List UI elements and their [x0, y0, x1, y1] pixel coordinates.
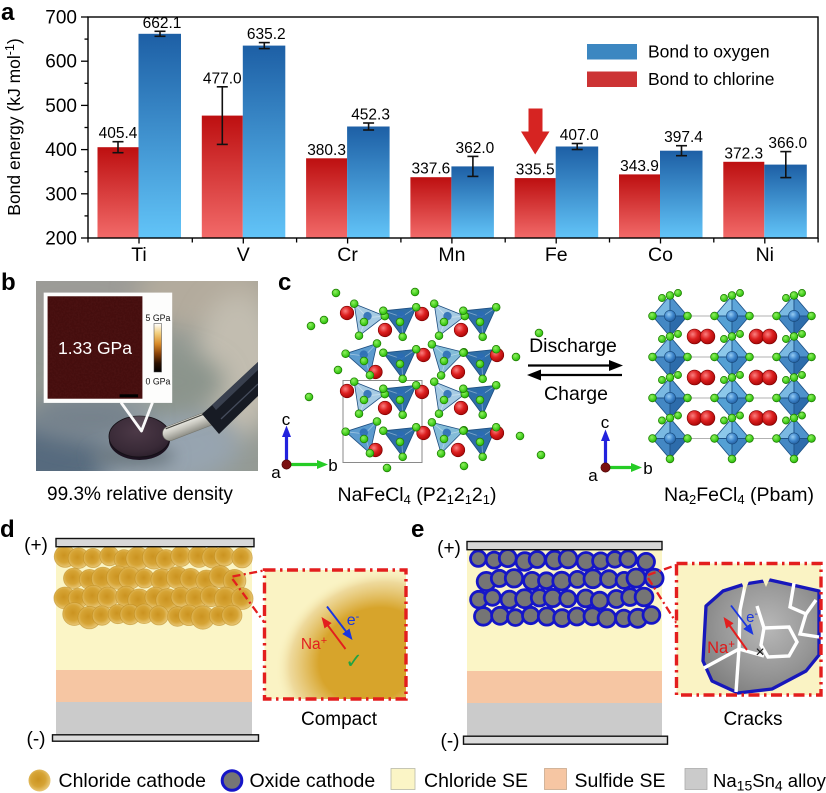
svg-text:c: c	[278, 269, 291, 296]
svg-text:366.0: 366.0	[768, 135, 807, 152]
svg-text:Charge: Charge	[544, 383, 608, 405]
svg-text:Na+: Na+	[301, 635, 327, 653]
svg-text:0 GPa: 0 GPa	[146, 377, 171, 387]
svg-text:e-: e-	[746, 609, 758, 626]
svg-text:×: ×	[755, 644, 764, 661]
svg-text:407.0: 407.0	[560, 127, 599, 144]
svg-text:Bond to chlorine: Bond to chlorine	[648, 69, 774, 89]
svg-text:Na2FeCl4 (Pbam): Na2FeCl4 (Pbam)	[664, 484, 814, 507]
svg-text:e: e	[411, 516, 424, 543]
svg-text:V: V	[237, 244, 250, 266]
svg-text:477.0: 477.0	[203, 70, 242, 87]
svg-text:380.3: 380.3	[307, 142, 346, 159]
svg-text:(-): (-)	[27, 729, 46, 750]
svg-text:662.1: 662.1	[143, 15, 182, 32]
svg-text:Cr: Cr	[337, 244, 358, 266]
svg-text:a: a	[1, 0, 15, 26]
svg-text:200: 200	[45, 229, 77, 250]
svg-text:1.33 GPa: 1.33 GPa	[58, 338, 132, 358]
svg-text:Discharge: Discharge	[529, 335, 617, 357]
svg-text:(+): (+)	[437, 538, 461, 559]
svg-text:NaFeCl4 (P212121): NaFeCl4 (P212121)	[337, 484, 496, 507]
svg-text:✓: ✓	[345, 650, 363, 673]
svg-text:400: 400	[45, 140, 77, 161]
svg-text:300: 300	[45, 184, 77, 205]
svg-text:Compact: Compact	[301, 709, 378, 730]
svg-text:500: 500	[45, 96, 77, 117]
svg-text:d: d	[0, 516, 15, 543]
svg-text:Ni: Ni	[756, 244, 774, 266]
svg-text:a: a	[588, 466, 598, 485]
svg-text:Na+: Na+	[707, 639, 735, 657]
svg-text:Chloride SE: Chloride SE	[424, 770, 528, 792]
svg-text:99.3% relative density: 99.3% relative density	[47, 484, 233, 505]
svg-text:452.3: 452.3	[351, 107, 390, 124]
svg-text:(+): (+)	[24, 535, 48, 556]
svg-text:635.2: 635.2	[247, 26, 286, 43]
svg-text:600: 600	[45, 52, 77, 73]
svg-text:405.4: 405.4	[99, 125, 138, 142]
svg-text:c: c	[601, 413, 610, 432]
svg-text:397.4: 397.4	[664, 129, 703, 146]
svg-text:Co: Co	[648, 244, 673, 266]
svg-text:a: a	[271, 463, 281, 482]
svg-text:Oxide cathode: Oxide cathode	[250, 770, 376, 792]
svg-text:c: c	[282, 410, 291, 429]
svg-text:5 GPa: 5 GPa	[146, 313, 171, 323]
svg-text:Na15Sn4 alloy: Na15Sn4 alloy	[713, 770, 826, 793]
svg-text:Cracks: Cracks	[723, 709, 782, 730]
svg-text:Chloride cathode: Chloride cathode	[59, 770, 206, 792]
svg-text:Sulfide SE: Sulfide SE	[575, 770, 666, 792]
svg-text:700: 700	[45, 8, 77, 29]
svg-text:335.5: 335.5	[516, 162, 555, 179]
svg-text:Bond to oxygen: Bond to oxygen	[648, 42, 770, 62]
svg-text:337.6: 337.6	[412, 161, 451, 178]
svg-text:372.3: 372.3	[724, 145, 763, 162]
svg-text:Ti: Ti	[131, 244, 147, 266]
svg-text:Fe: Fe	[545, 244, 568, 266]
svg-text:b: b	[1, 269, 16, 296]
svg-text:b: b	[643, 459, 652, 478]
svg-text:(-): (-)	[441, 731, 460, 752]
svg-text:b: b	[328, 456, 337, 475]
svg-text:362.0: 362.0	[456, 140, 495, 157]
svg-text:Bond energy (kJ mol-1): Bond energy (kJ mol-1)	[3, 38, 24, 215]
svg-text:343.9: 343.9	[620, 158, 659, 175]
svg-text:Mn: Mn	[438, 244, 465, 266]
